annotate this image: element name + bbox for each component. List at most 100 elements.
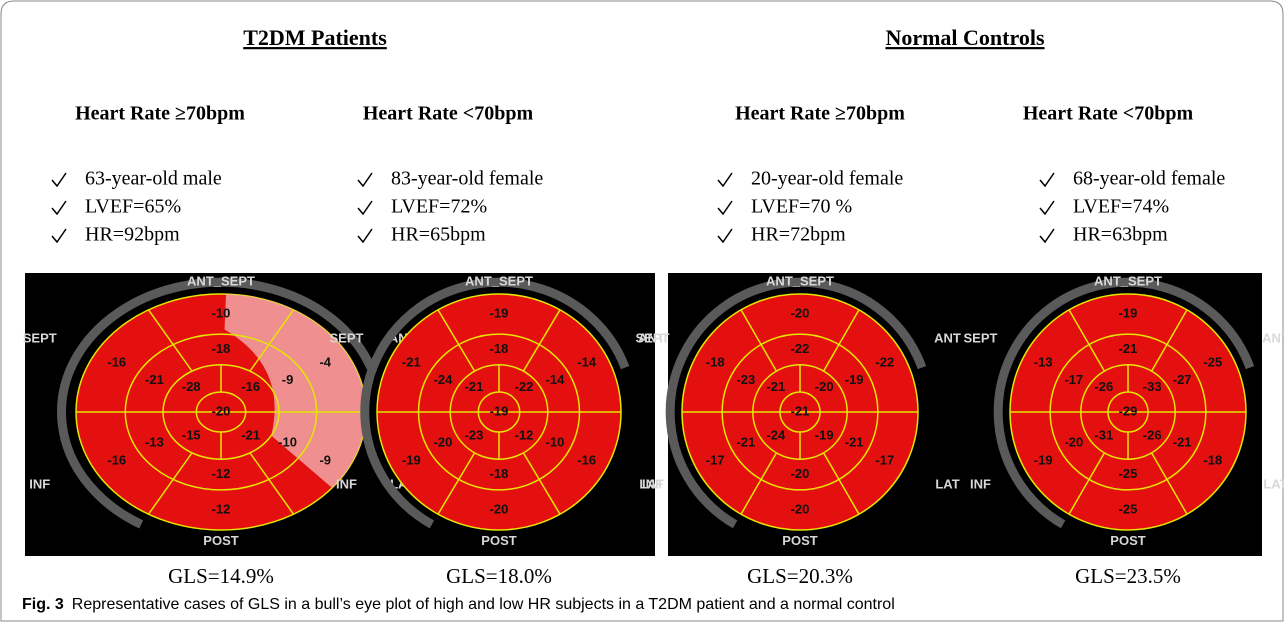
segment-value: -21 — [766, 379, 785, 394]
segment-border — [249, 309, 295, 372]
segment-label: ANT_SEPT — [187, 274, 255, 289]
segment-value: -12 — [515, 428, 534, 443]
segment-value: -21 — [736, 435, 755, 450]
segment-value: -21 — [791, 403, 810, 418]
segment-label: INF — [336, 477, 357, 492]
outer-ring — [993, 277, 1255, 529]
check-mark — [717, 172, 733, 188]
segment-value: -20 — [1064, 435, 1083, 450]
segment-value: -21 — [241, 428, 260, 443]
bullet-text: LVEF=74% — [1073, 196, 1169, 218]
segment-border — [1150, 452, 1188, 515]
segment-value: -4 — [319, 354, 331, 369]
bullet-text: LVEF=70 % — [751, 196, 852, 218]
bullet-text: LVEF=65% — [85, 196, 181, 218]
segment-value: -20 — [791, 305, 810, 320]
segment-value: -19 — [402, 452, 421, 467]
segment-label: ANT — [1262, 330, 1284, 345]
check-mark — [357, 172, 373, 188]
segment-value: -14 — [577, 354, 597, 369]
segment-value: -21 — [402, 354, 421, 369]
bullet-text: 20-year-old female — [751, 168, 903, 190]
segment-value: -20 — [791, 466, 810, 481]
segment-value: -25 — [1119, 501, 1138, 516]
gls-value: GLS=18.0% — [446, 564, 552, 588]
segment-value: -20 — [212, 403, 231, 418]
segment-label: POST — [1110, 533, 1145, 548]
gls-value: GLS=20.3% — [747, 564, 853, 588]
segment-value: -12 — [212, 466, 231, 481]
check-mark — [51, 172, 67, 188]
segment-border — [522, 452, 561, 515]
segment-value: -21 — [465, 379, 484, 394]
segment-border — [1068, 309, 1106, 372]
segment-label: LAT — [639, 477, 663, 492]
bullet-text: HR=92bpm — [85, 224, 180, 246]
segment-label: ANT_SEPT — [465, 274, 533, 289]
segment-value: -18 — [1203, 452, 1222, 467]
bulls-eye-plot: -20-22-17-20-17-18-22-19-21-20-21-23 -21-… — [636, 274, 961, 549]
outer-ring — [665, 277, 927, 529]
segment-value: -10 — [546, 435, 565, 450]
bullet-text: HR=65bpm — [391, 224, 486, 246]
gls-value: GLS=23.5% — [1075, 564, 1181, 588]
check-mark — [717, 228, 733, 244]
segment-value: -22 — [515, 379, 534, 394]
segment-value: -17 — [706, 452, 725, 467]
segment-border — [522, 309, 561, 372]
segment-value: -19 — [490, 305, 509, 320]
segment-border — [822, 309, 860, 372]
segment-label: LAT — [1263, 477, 1284, 492]
bullet-text: 83-year-old female — [391, 168, 543, 190]
check-mark — [1039, 172, 1055, 188]
check-mark — [51, 228, 67, 244]
segment-value: -18 — [490, 466, 509, 481]
check-mark — [717, 200, 733, 216]
bullet-text: HR=72bpm — [751, 224, 846, 246]
bulls-eye-plot: -19-14-16-20-19-21-18-14-10-18-20-24 -21-… — [330, 274, 665, 549]
segment-value: -18 — [490, 341, 509, 356]
segment-value: -33 — [1143, 379, 1162, 394]
segment-border — [1150, 309, 1188, 372]
heart-rate-heading: Heart Rate <70bpm — [363, 103, 534, 125]
gls-value: GLS=14.9% — [168, 564, 274, 588]
segment-border — [740, 309, 778, 372]
segment-value: -19 — [845, 372, 864, 387]
segment-value: -20 — [815, 379, 834, 394]
segment-value: -9 — [282, 372, 294, 387]
segment-value: -20 — [490, 501, 509, 516]
segment-value: -20 — [434, 435, 453, 450]
segment-value: -23 — [465, 428, 484, 443]
segment-value: -21 — [1173, 435, 1192, 450]
segment-value: -10 — [278, 435, 297, 450]
segment-border — [822, 452, 860, 515]
caption: Fig. 3 Representative cases of GLS in a b… — [22, 596, 895, 613]
segment-label: SEPT — [23, 330, 57, 345]
caption-label: Fig. 3 — [22, 596, 64, 613]
segment-value: -18 — [706, 354, 725, 369]
bulls-eye-plot: -19-25-18-25-19-13-21-27-21-25-20-17 -26-… — [964, 274, 1284, 549]
bullet-text: 63-year-old male — [85, 168, 222, 190]
segment-value: -13 — [145, 435, 164, 450]
segment-value: -28 — [182, 379, 201, 394]
segment-value: -16 — [241, 379, 260, 394]
reduced-strain-area — [224, 294, 366, 488]
segment-label: INF — [970, 477, 991, 492]
heart-rate-heading: Heart Rate <70bpm — [1023, 103, 1194, 125]
segment-value: -16 — [107, 354, 126, 369]
segment-value: -9 — [319, 452, 331, 467]
segment-value: -17 — [1064, 372, 1083, 387]
segment-value: -21 — [145, 372, 164, 387]
segment-value: -26 — [1094, 379, 1113, 394]
segment-value: -26 — [1143, 428, 1162, 443]
segment-value: -16 — [577, 452, 596, 467]
segment-label: POST — [782, 533, 817, 548]
check-mark — [51, 200, 67, 216]
segment-label: POST — [203, 533, 238, 548]
segment-value: -19 — [1034, 452, 1053, 467]
segment-value: -17 — [875, 452, 894, 467]
segment-label: POST — [481, 533, 516, 548]
segment-label: ANT — [934, 330, 961, 345]
segment-value: -20 — [791, 501, 810, 516]
